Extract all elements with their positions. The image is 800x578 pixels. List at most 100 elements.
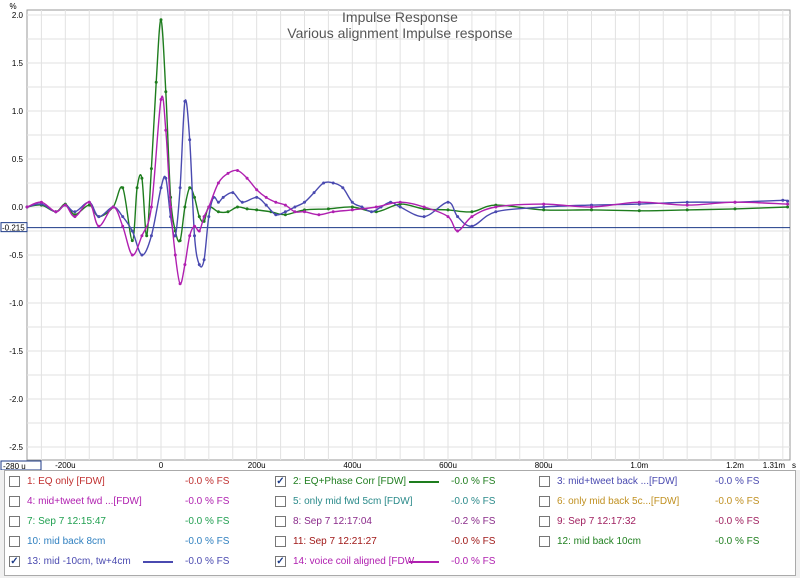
legend-checkbox[interactable] (275, 496, 286, 507)
chart-title: Impulse Response (342, 9, 458, 25)
series-point (193, 234, 196, 238)
series-point (264, 203, 268, 207)
series-point (149, 167, 153, 171)
series-point (322, 181, 326, 185)
legend-checkbox[interactable] (275, 536, 286, 547)
legend-checkbox[interactable] (539, 536, 550, 547)
legend-item[interactable]: 9: Sep 7 12:17:32 -0.0 % FS (535, 512, 797, 532)
y-tick-label: 1.0 (12, 107, 24, 116)
series-point (193, 224, 196, 228)
series-point (293, 210, 297, 214)
series-point (202, 215, 206, 219)
series-point (283, 213, 287, 217)
legend-checkbox[interactable]: ✓ (275, 556, 286, 567)
series-point (350, 208, 354, 212)
legend-swatch (409, 561, 439, 563)
legend-checkbox[interactable] (9, 496, 20, 507)
x-tick-label: 1.0m (630, 461, 648, 470)
legend-checkbox[interactable]: ✓ (275, 476, 286, 487)
legend-checkbox[interactable] (275, 516, 286, 527)
legend-checkbox[interactable] (539, 476, 550, 487)
series-point (87, 203, 91, 207)
series-line-2 (26, 99, 789, 268)
legend-checkbox[interactable]: ✓ (9, 556, 20, 567)
legend-item[interactable]: 12: mid back 10cm -0.0 % FS (535, 532, 797, 552)
series-point (398, 200, 402, 204)
legend-value: -0.0 % FS (185, 476, 230, 487)
series-point (255, 195, 259, 199)
series-point (183, 99, 187, 103)
series-point (54, 210, 58, 214)
series-point (178, 239, 182, 243)
impulse-response-chart[interactable]: 2.0 1.5 1.0 0.5 0.0 -0.5 -1.0 -1.5 -2.0 -2.5 -200… (0, 0, 800, 470)
series-point (202, 258, 206, 262)
series-point (197, 229, 201, 233)
series-point (121, 224, 125, 228)
series-point (121, 186, 125, 190)
legend-value: -0.0 % FS (715, 476, 760, 487)
legend-label: 4: mid+tweet fwd ...[FDW] (27, 496, 142, 507)
series-point (283, 203, 287, 207)
series-point (245, 207, 249, 211)
series-point (274, 213, 278, 217)
series-point (159, 18, 163, 22)
series-point (154, 80, 158, 84)
legend-label: 10: mid back 8cm (27, 536, 106, 547)
series-point (331, 181, 335, 185)
series-point (188, 234, 192, 238)
series-point (193, 195, 196, 199)
series-point (236, 169, 239, 172)
legend-checkbox[interactable] (9, 476, 20, 487)
series-point (140, 234, 144, 238)
legend-item[interactable]: 3: mid+tweet back ...[FDW] -0.0 % FS (535, 472, 797, 492)
legend-item[interactable]: 11: Sep 7 12:21:27 -0.0 % FS (271, 532, 533, 552)
series-point (216, 200, 220, 204)
series-point (786, 202, 790, 206)
series-point (226, 171, 230, 175)
series-point (326, 207, 330, 211)
series-point (236, 205, 239, 209)
series-point (178, 282, 182, 286)
legend-item[interactable]: 1: EQ only [FDW] -0.0 % FS (5, 472, 267, 492)
legend-item[interactable]: 4: mid+tweet fwd ...[FDW] -0.0 % FS (5, 492, 267, 512)
series-point (25, 205, 29, 209)
series-point (97, 224, 101, 228)
legend-checkbox[interactable] (539, 496, 550, 507)
series-point (255, 188, 259, 192)
legend-value: -0.0 % FS (185, 496, 230, 507)
series-point (240, 200, 244, 204)
legend-item[interactable]: 8: Sep 7 12:17:04 -0.2 % FS (271, 512, 533, 532)
y-axis-ticks: 2.0 1.5 1.0 0.5 0.0 -0.5 -1.0 -1.5 -2.0 -2.5 (9, 11, 23, 452)
legend-checkbox[interactable] (9, 516, 20, 527)
legend-item[interactable]: 10: mid back 8cm -0.0 % FS (5, 532, 267, 552)
series-point (542, 205, 546, 209)
series-group (25, 18, 790, 286)
series-point (149, 205, 153, 209)
series-point (188, 186, 192, 190)
series-point (183, 263, 187, 267)
legend-row: 10: mid back 8cm -0.0 % FS 11: Sep 7 12:21… (5, 532, 797, 552)
series-point (135, 186, 139, 190)
y-unit-label: % (9, 2, 16, 11)
legend-checkbox[interactable] (539, 516, 550, 527)
legend-item[interactable]: 6: only mid back 5c...[FDW] -0.0 % FS (535, 492, 797, 512)
legend-checkbox[interactable] (9, 536, 20, 547)
legend-item[interactable]: 7: Sep 7 12:15:47 -0.0 % FS (5, 512, 267, 532)
series-point (542, 202, 546, 206)
series-point (542, 208, 546, 212)
x-start-box[interactable] (0, 460, 42, 470)
legend-value: -0.0 % FS (185, 556, 230, 567)
legend-item[interactable]: ✓ 14: voice coil aligned [FDW -0.0 % FS (271, 552, 533, 572)
legend-item[interactable]: ✓ 2: EQ+Phase Corr [FDW] -0.0 % FS (271, 472, 533, 492)
legend-item[interactable]: 5: only mid fwd 5cm [FDW] -0.0 % FS (271, 492, 533, 512)
series-point (173, 234, 177, 238)
legend-value: -0.0 % FS (451, 496, 496, 507)
legend-label: 14: voice coil aligned [FDW (293, 556, 415, 567)
series-point (159, 98, 163, 101)
legend-value: -0.0 % FS (451, 536, 496, 547)
legend-item[interactable]: ✓ 13: mid -10cm, tw+4cm -0.0 % FS (5, 552, 267, 572)
series-point (685, 208, 689, 212)
series-point (590, 208, 593, 212)
series-point (733, 207, 737, 211)
series-point (685, 200, 689, 204)
